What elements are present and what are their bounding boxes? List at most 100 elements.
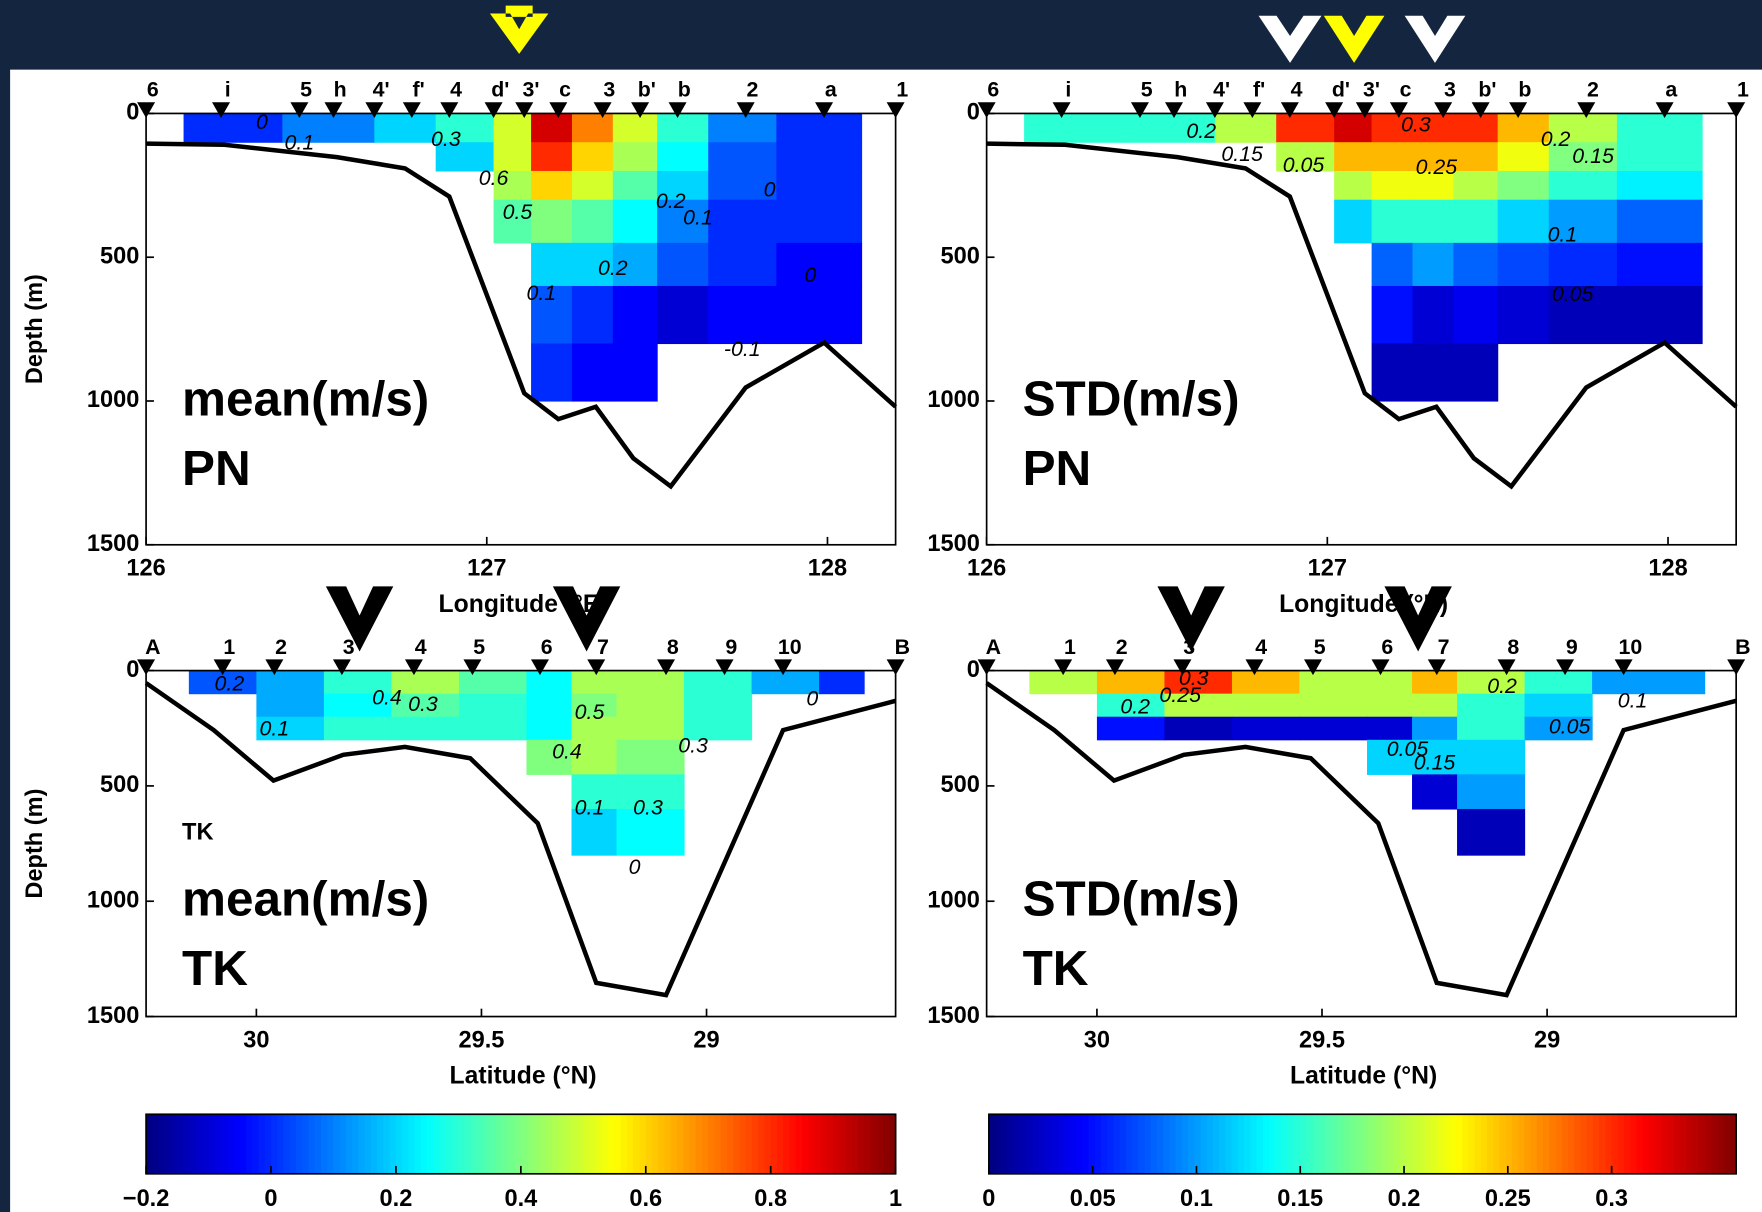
black-arrow — [1157, 586, 1225, 652]
colorbar-swatch — [670, 1114, 678, 1174]
colorbar-swatch — [883, 1114, 891, 1174]
field-cell — [1412, 285, 1454, 345]
colorbar-swatch — [427, 1114, 435, 1174]
colorbar-swatch — [152, 1114, 160, 1174]
field-cell — [526, 716, 573, 741]
station-label: 1 — [1064, 635, 1076, 659]
colorbar-swatch — [1586, 1114, 1594, 1174]
field-cell — [1024, 113, 1124, 143]
colorbar-swatch — [214, 1114, 222, 1174]
field-cell — [1453, 242, 1499, 287]
colorbar-swatch — [1449, 1114, 1457, 1174]
y-axis-label: Depth (m) — [21, 789, 47, 899]
colorbar-swatch — [1368, 1114, 1376, 1174]
station-label: 5 — [473, 635, 485, 659]
colorbar-swatch — [1574, 1114, 1582, 1174]
colorbar-swatch — [701, 1114, 709, 1174]
colorbar-swatch — [545, 1114, 553, 1174]
colorbar-swatch — [520, 1114, 528, 1174]
station-label: f' — [1253, 78, 1265, 102]
field-cell — [1231, 693, 1301, 718]
contour-label: 0.2 — [1487, 674, 1517, 698]
colorbar-swatch — [508, 1114, 516, 1174]
colorbar-swatch — [1169, 1114, 1177, 1174]
y-tick-label: 1000 — [87, 886, 139, 912]
station-marker — [463, 659, 482, 676]
colorbar-swatch — [414, 1114, 422, 1174]
contour-label: 0.3 — [1401, 112, 1431, 136]
station-marker — [137, 102, 156, 118]
field-cell — [1616, 285, 1703, 345]
colorbar-swatch — [289, 1114, 297, 1174]
field-cell — [612, 113, 658, 143]
colorbar-swatch — [1262, 1114, 1270, 1174]
field-cell — [657, 170, 709, 201]
station-label: B — [1735, 635, 1750, 659]
colorbar-swatch — [1698, 1114, 1706, 1174]
field-cell — [1453, 142, 1499, 172]
colorbar-swatch — [801, 1114, 809, 1174]
field-cell — [1659, 670, 1706, 695]
colorbar-swatch — [833, 1114, 841, 1174]
colorbar-swatch — [708, 1114, 716, 1174]
field-cell — [1371, 242, 1414, 287]
station-label: 6 — [147, 78, 159, 102]
station-label: 1 — [896, 78, 908, 102]
station-marker — [402, 102, 421, 118]
colorbar-swatch — [1206, 1114, 1214, 1174]
colorbar-swatch — [1026, 1114, 1034, 1174]
colorbar-swatch — [1132, 1114, 1140, 1174]
colorbar-tick-label: 0.4 — [504, 1185, 537, 1211]
station-label: h — [1174, 78, 1187, 102]
x-tick-label: 29.5 — [1299, 1027, 1345, 1053]
field-cell — [708, 142, 777, 172]
field-cell — [1371, 285, 1414, 345]
colorbar-swatch — [564, 1114, 572, 1174]
field-cell — [1524, 693, 1593, 718]
colorbar-swatch — [314, 1114, 322, 1174]
colorbar-swatch — [695, 1114, 703, 1174]
colorbar-swatch — [1244, 1114, 1252, 1174]
field-cell — [1214, 113, 1277, 143]
contour-label: 0.4 — [552, 739, 582, 763]
colorbar-swatch — [664, 1114, 672, 1174]
contour-label: 0.15 — [1221, 142, 1263, 166]
field-cell — [1299, 693, 1368, 718]
colorbar-swatch — [1648, 1114, 1656, 1174]
field-cell — [526, 693, 573, 718]
station-label: b — [678, 78, 691, 102]
colorbar-swatch — [726, 1114, 734, 1174]
station-label: a — [1665, 78, 1677, 102]
field-cell — [612, 170, 658, 201]
field-cell — [1497, 242, 1550, 287]
contour-label: 0.05 — [1552, 282, 1594, 306]
station-marker — [1434, 102, 1453, 118]
field-cell — [1457, 739, 1526, 775]
yellow-arrow — [1323, 15, 1385, 63]
field-cell — [1497, 142, 1550, 172]
station-marker — [1614, 659, 1633, 676]
colorbar-swatch — [1032, 1114, 1040, 1174]
station-marker — [1655, 102, 1674, 118]
field-cell — [616, 716, 685, 741]
colorbar-swatch — [1001, 1114, 1009, 1174]
colorbar-frame — [988, 1113, 1737, 1175]
colorbar-swatch — [1717, 1114, 1725, 1174]
station-marker — [265, 659, 284, 676]
colorbar-swatch — [452, 1114, 460, 1174]
x-tick-label: 126 — [967, 555, 1006, 581]
bathymetry-line — [146, 141, 898, 490]
field-cell — [256, 670, 325, 695]
colorbar-swatch — [1138, 1114, 1146, 1174]
colorbar-swatch — [258, 1114, 266, 1174]
colorbar-swatch — [1076, 1114, 1083, 1174]
contour-label: 0.1 — [683, 206, 713, 230]
colorbar-swatch — [1107, 1114, 1115, 1174]
station-label: 2 — [1116, 635, 1128, 659]
field-cell — [1334, 142, 1373, 172]
contour-label: 0 — [764, 178, 776, 202]
x-axis-label: Longitude (°E) — [439, 591, 608, 618]
contour-label: 0.3 — [431, 127, 461, 151]
field-cell — [1457, 693, 1526, 718]
